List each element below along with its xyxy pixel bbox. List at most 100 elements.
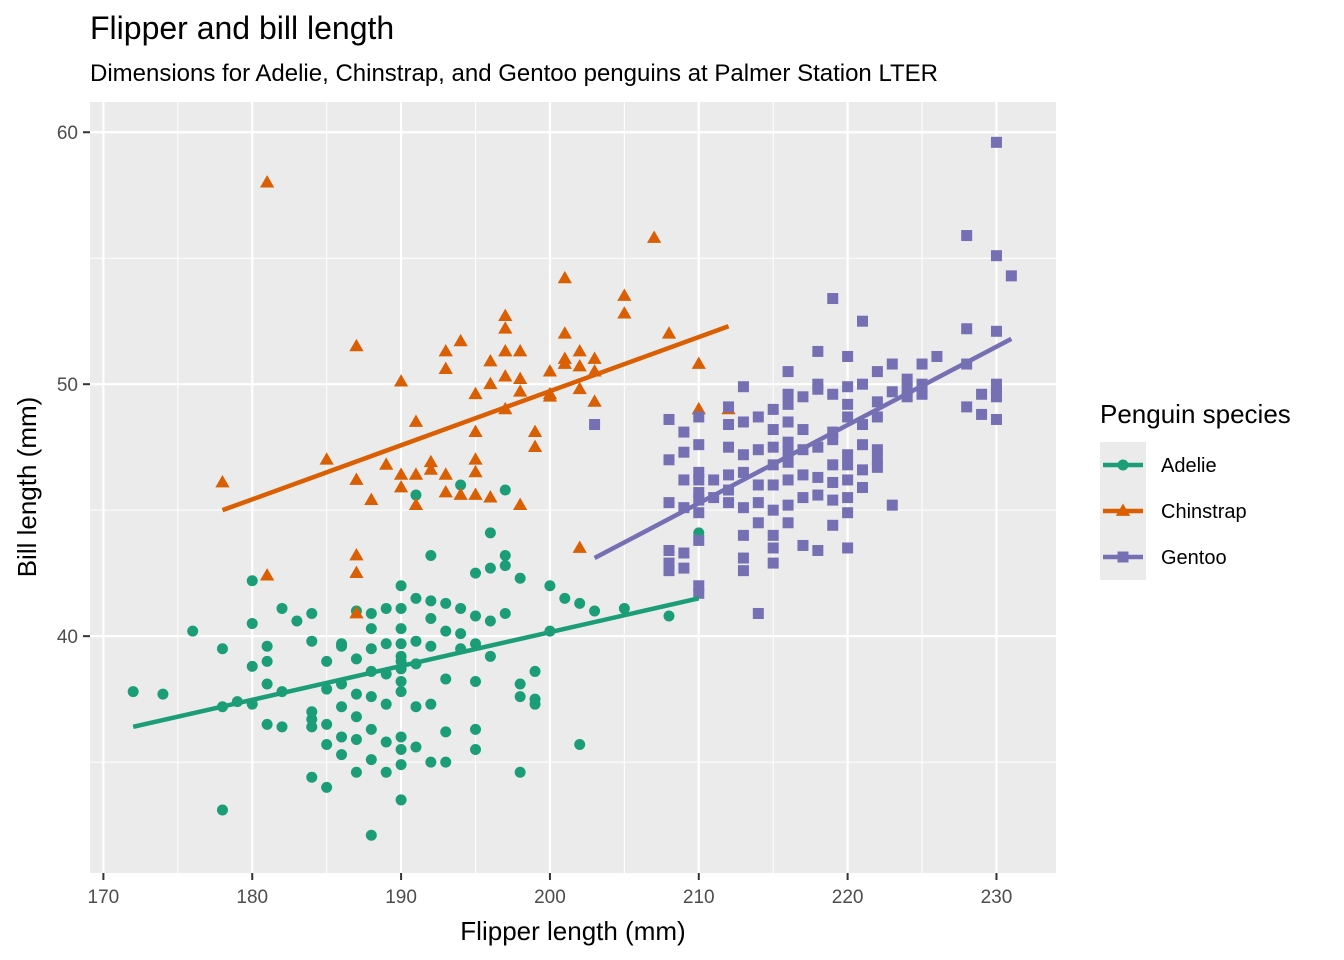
legend-label-gentoo: Gentoo [1161,547,1227,569]
gentoo-point [812,383,824,395]
chinstrap-point [572,343,587,357]
adelie-point [425,756,437,768]
chinstrap-point [513,384,528,397]
chinstrap-point [215,474,230,488]
adelie-point [321,655,333,667]
chinstrap-point [349,548,364,561]
gentoo-point [916,388,928,400]
chinstrap-point [572,381,587,395]
gentoo-point [827,476,839,488]
adelie-point [395,580,407,592]
gentoo-point [693,507,705,519]
gentoo-point [857,378,869,390]
gentoo-point [901,373,913,385]
gentoo-point [752,497,764,509]
chinstrap-point [587,351,602,364]
gentoo-point [990,250,1002,262]
gentoo-point [663,557,675,569]
gentoo-point [723,419,735,431]
adelie-point [291,615,303,627]
adelie-point [395,686,407,698]
chinstrap-point [319,452,334,465]
adelie-point [440,597,452,609]
adelie-point [470,567,482,579]
adelie-point [514,678,526,690]
adelie-point [395,759,407,771]
gentoo-point [931,350,943,362]
chinstrap-point [453,333,468,347]
chinstrap-point [408,467,424,480]
chinstrap-trend-line [221,324,730,513]
chinstrap-point [617,306,632,319]
chinstrap-point [557,356,572,369]
gentoo-point [857,464,869,476]
chinstrap-point [498,321,513,334]
gentoo-point [842,449,854,461]
gentoo-point [693,411,705,423]
y-axis-title: Bill length (mm) [12,397,42,578]
gentoo-point [901,383,913,395]
gentoo-point [678,562,690,574]
legend-label-chinstrap: Chinstrap [1161,501,1247,523]
gentoo-point [961,230,973,242]
adelie-point [470,744,482,756]
chart-title: Flipper and bill length [90,10,395,46]
adelie-point [350,688,362,700]
adelie-point [321,781,333,793]
adelie-point [365,829,377,841]
gentoo-point [901,391,913,403]
gentoo-point [827,293,839,305]
adelie-point [484,527,496,539]
gentoo-point [737,552,749,564]
chinstrap-point [661,326,677,339]
adelie-point [559,592,571,604]
x-axis-title: Flipper length (mm) [460,916,685,946]
adelie-point [410,741,422,753]
gentoo-point [767,542,779,554]
gentoo-point [886,499,898,511]
adelie-point [350,766,362,778]
gentoo-point [752,444,764,456]
adelie-point [336,731,348,743]
chinstrap-point [408,414,424,427]
gentoo-point [827,519,839,531]
x-tick-label: 170 [88,887,120,908]
adelie-point [365,754,377,766]
gentoo-point [976,408,988,420]
adelie-point [455,479,467,491]
chinstrap-point [468,464,483,478]
gentoo-point [842,398,854,410]
chinstrap-point [572,359,587,372]
gentoo-point [976,388,988,400]
chinstrap-point [527,424,543,437]
y-tick-label: 40 [57,627,78,648]
chinstrap-point [423,462,438,475]
gentoo-point [767,424,779,436]
gentoo-point [767,403,779,415]
chinstrap-point [438,485,453,498]
gentoo-point [1005,270,1017,282]
adelie-point [365,723,377,735]
adelie-point [589,605,601,617]
gentoo-point [827,388,839,400]
gentoo-point [693,487,705,499]
gentoo-point [782,416,794,428]
adelie-point [336,749,348,761]
adelie-point [425,613,437,625]
gentoo-point [663,544,675,556]
adelie-point [440,673,452,685]
chinstrap-point [483,376,498,390]
gentoo-point [678,502,690,514]
gentoo-point [842,459,854,471]
adelie-point [276,602,288,614]
chinstrap-point [468,452,483,465]
chinstrap-point [498,308,513,322]
adelie-point [216,804,228,816]
adelie-point [470,676,482,688]
gentoo-point [737,449,749,461]
x-tick-label: 190 [385,887,417,908]
chinstrap-point [513,371,528,385]
gentoo-point [678,446,690,458]
adelie-point [663,610,675,622]
adelie-point [336,640,348,652]
